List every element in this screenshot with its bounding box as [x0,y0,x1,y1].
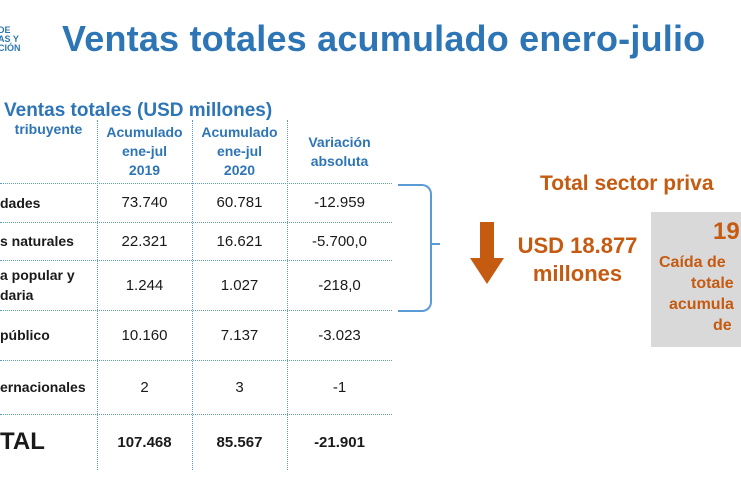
total-2020: 85.567 [216,433,263,451]
header-2019-line: ene-jul [121,143,168,159]
cell-2019: 22.321 [121,232,168,250]
total-variation: -21.901 [314,433,365,451]
row-divider [0,222,392,223]
cell-variation: -1 [332,378,347,396]
private-sector-drop-box: 19 Caída de totale acumula de [651,212,741,347]
drop-description-line: de [713,317,732,334]
down-arrow-icon [470,222,504,284]
row-label: s naturales [0,233,74,249]
header-2019-line: 2019 [128,162,161,178]
table-title: Ventas totales (USD millones) [4,100,273,121]
bracket-tick [430,243,440,245]
header-variation-line: Variación [308,133,371,150]
header-variation: Variación absoluta [287,120,392,183]
row-label: público [0,327,50,343]
cell-2019: 2 [140,378,149,396]
row-label-line: daria [0,287,34,303]
drop-description-line: Caída de [659,254,726,271]
row-label: dades [0,194,41,211]
logo: DE AS Y CIÓN [0,25,21,53]
cell-variation: -3.023 [318,326,361,344]
row-divider [0,360,392,361]
header-2020-line: 2020 [223,162,256,178]
column-divider [97,120,98,470]
header-contributor: tribuyente [14,121,83,137]
cell-2019: 73.740 [121,194,168,211]
header-2020-line: ene-jul [216,143,263,159]
cell-2019: 1.244 [125,276,164,294]
header-2020-line: Acumulado [201,124,278,140]
amount-line: millones [532,261,623,286]
row-label: ernacionales [0,379,86,395]
cell-2020: 1.027 [220,276,259,294]
row-label: a popular y daria [0,260,97,310]
total-2019: 107.468 [117,433,172,451]
header-2019: Acumulado ene-jul 2019 [97,120,192,183]
header-2020: Acumulado ene-jul 2020 [192,120,287,183]
cell-2020: 60.781 [216,194,263,211]
cell-2020: 7.137 [220,326,259,344]
column-divider [192,120,193,470]
cell-2019: 10.160 [121,326,168,344]
sales-table: tribuyente Acumulado ene-jul 2019 Acumul… [0,120,392,470]
private-sector-bracket [398,184,432,312]
row-divider [0,183,392,184]
drop-description-line: totale [691,275,734,292]
row-divider [0,260,392,261]
cell-variation: -5.700,0 [311,232,368,250]
drop-percentage: 19 [713,218,740,245]
slide-title: Ventas totales acumulado enero-julio [62,18,706,59]
private-sector-title: Total sector priva [540,172,714,195]
cell-2020: 3 [235,378,244,396]
amount-line: USD 18.877 [517,233,638,258]
row-label-line: a popular y [0,267,75,283]
header-2019-line: Acumulado [106,124,183,140]
private-sector-amount: USD 18.877 millones [505,232,650,288]
drop-description-line: acumula [669,296,734,313]
cell-variation: -218,0 [318,276,361,294]
total-label: TAL [0,428,45,455]
cell-2020: 16.621 [216,232,263,250]
row-divider [0,414,392,415]
column-divider [287,120,288,470]
cell-variation: -12.959 [314,194,365,211]
row-divider [0,310,392,311]
header-variation-line: absoluta [310,152,369,169]
